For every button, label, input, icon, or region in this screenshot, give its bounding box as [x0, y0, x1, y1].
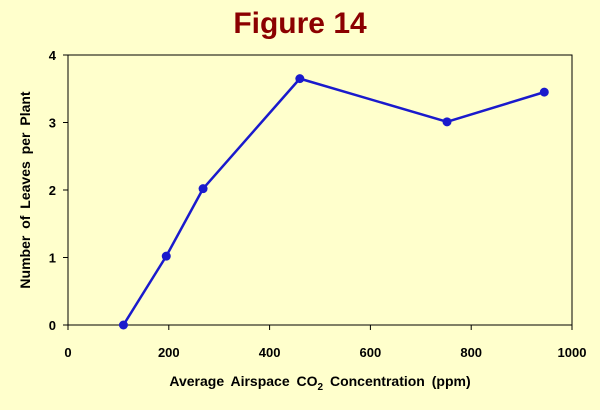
- data-point: [539, 87, 549, 97]
- data-point: [161, 251, 171, 261]
- y-tick-label: 2: [49, 183, 56, 198]
- x-tick-label: 200: [158, 345, 180, 360]
- data-point: [198, 184, 208, 194]
- x-tick-label: 1000: [558, 345, 587, 360]
- axis-ticks: [63, 54, 573, 330]
- series-line: [122, 77, 545, 326]
- data-point: [118, 320, 128, 330]
- data-point: [442, 117, 452, 127]
- x-axis-label-rest: Concentration (ppm): [323, 373, 471, 389]
- y-tick-labels: 0 1 2 3 4: [49, 48, 57, 333]
- x-tick-label: 800: [460, 345, 482, 360]
- y-tick-label: 3: [49, 116, 56, 131]
- y-tick-label: 0: [49, 318, 56, 333]
- x-tick-label: 400: [259, 345, 281, 360]
- series-group: [118, 74, 549, 330]
- x-axis-label: Average Airspace CO2 Concentration (ppm): [169, 373, 470, 393]
- x-tick-labels: 0 200 400 600 800 1000: [64, 345, 586, 360]
- y-tick-label: 1: [49, 251, 56, 266]
- x-axis-label-subscript: 2: [318, 382, 324, 393]
- x-axis-label-main: Average Airspace CO: [169, 373, 317, 389]
- y-tick-label: 4: [49, 48, 57, 63]
- data-point: [295, 74, 305, 84]
- x-tick-label: 0: [64, 345, 71, 360]
- y-axis-label: Number of Leaves per Plant: [17, 91, 33, 289]
- chart-title: Figure 14: [233, 7, 367, 40]
- plot-area: [67, 54, 573, 326]
- x-tick-label: 600: [360, 345, 382, 360]
